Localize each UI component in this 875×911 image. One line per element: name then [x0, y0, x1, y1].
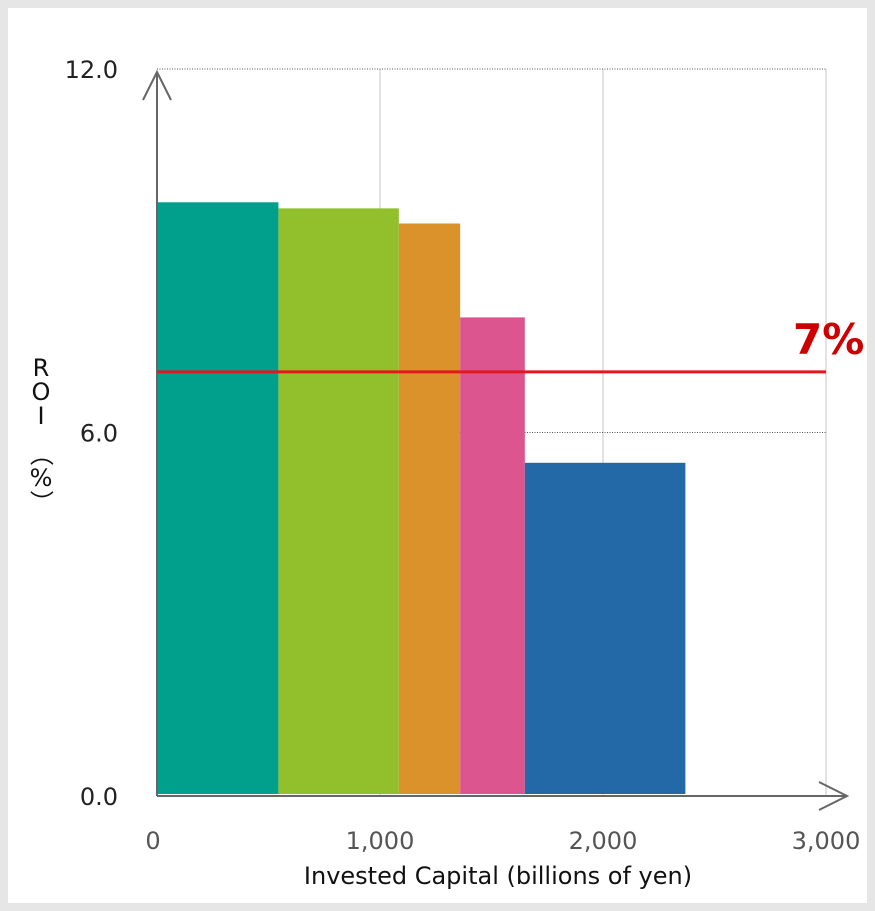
y-axis-title-char: R — [33, 354, 50, 382]
x-tick-label: 2,000 — [569, 827, 638, 855]
bar-4 — [460, 317, 525, 794]
x-tick-label: 0 — [145, 827, 160, 855]
x-tick-label: 1,000 — [346, 827, 415, 855]
y-axis-title-char: I — [37, 402, 44, 430]
bar-2 — [278, 208, 399, 794]
x-tick-label: 3,000 — [792, 827, 861, 855]
y-tick-label: 0.0 — [80, 783, 118, 811]
y-axis-title-char: O — [32, 378, 51, 406]
y-axis-title-char: ） — [27, 490, 55, 514]
reference-line-label: 7% — [793, 315, 864, 364]
y-axis-title-char: （ — [27, 442, 55, 466]
bar-3 — [398, 223, 461, 795]
x-axis-title: Invested Capital (billions of yen) — [304, 862, 692, 890]
axes-layer — [142, 69, 850, 811]
y-axis-title-char: % — [30, 464, 53, 492]
y-tick-label: 6.0 — [80, 420, 118, 448]
x-axis-arrowhead — [818, 781, 850, 811]
bars-layer — [158, 202, 686, 795]
y-tick-label: 12.0 — [65, 56, 118, 84]
bar-1 — [158, 202, 279, 795]
y-axis-arrowhead — [142, 69, 172, 101]
reference-layer: 7% — [157, 315, 864, 374]
tick-labels: 0.0 6.0 12.0 0 1,000 2,000 3,000 — [65, 56, 861, 855]
y-axis-title: ROI （%） — [27, 354, 55, 514]
bar-5 — [524, 462, 686, 794]
